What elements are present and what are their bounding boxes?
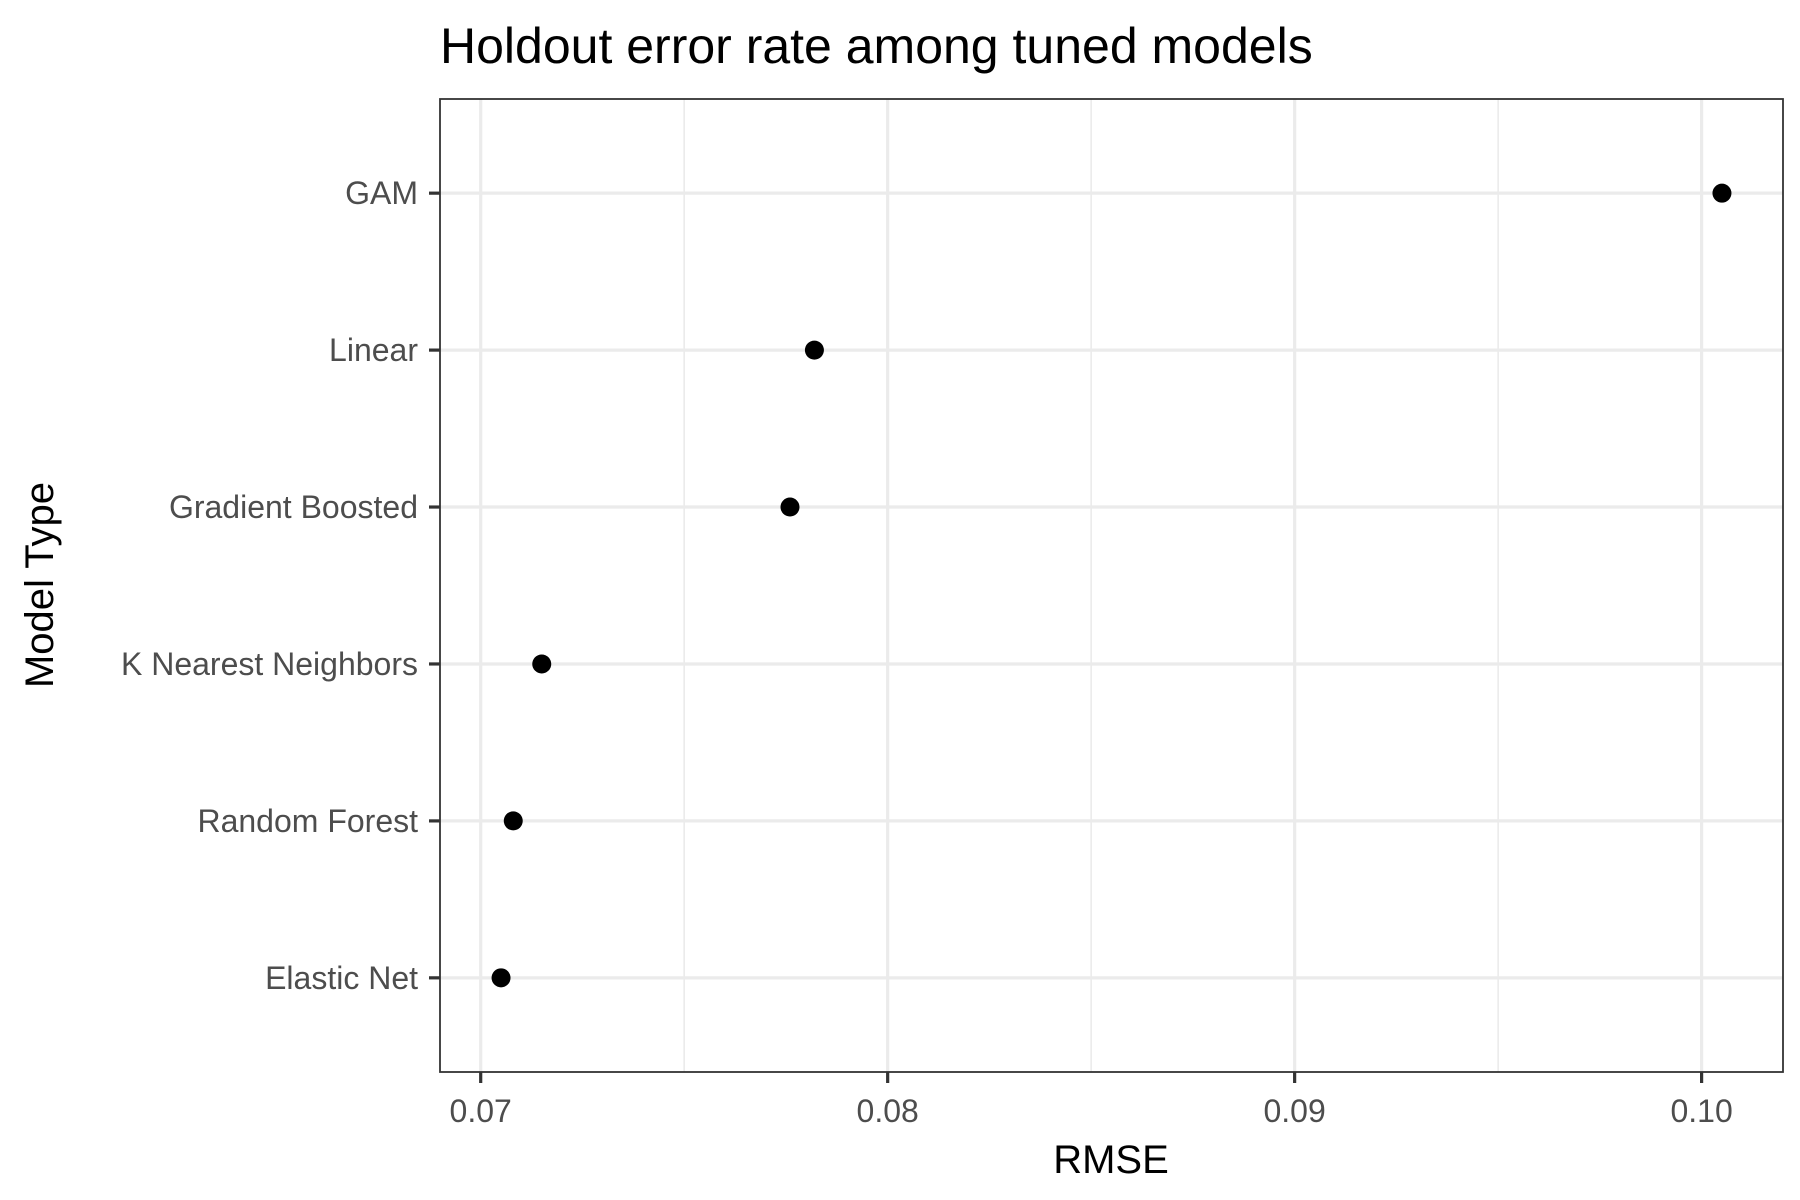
x-axis-title: RMSE	[1053, 1138, 1169, 1182]
data-point	[780, 497, 800, 517]
y-tick-label: Gradient Boosted	[169, 489, 418, 525]
data-point	[503, 811, 523, 831]
y-tick-label: K Nearest Neighbors	[121, 646, 418, 682]
y-tick-label: Random Forest	[197, 803, 418, 839]
y-axis: GAM Linear Gradient Boosted K Nearest Neigh…	[121, 175, 440, 996]
panel-background	[440, 99, 1783, 1072]
plot-panel	[439, 98, 1784, 1073]
chart-title: Holdout error rate among tuned models	[440, 18, 1313, 74]
x-tick-label: 0.10	[1670, 1093, 1732, 1129]
grid-layer	[440, 99, 1783, 1072]
x-axis: 0.07 0.08 0.09 0.10	[450, 1072, 1733, 1129]
points-layer	[491, 183, 1732, 988]
y-tick-label: GAM	[345, 175, 418, 211]
data-point	[1712, 183, 1732, 203]
data-point	[491, 968, 511, 988]
x-tick-label: 0.08	[857, 1093, 919, 1129]
x-tick-label: 0.09	[1263, 1093, 1325, 1129]
data-point	[532, 654, 552, 674]
y-tick-label: Linear	[329, 332, 418, 368]
panel-border	[439, 98, 1784, 1073]
data-point	[804, 340, 824, 360]
x-tick-label: 0.07	[450, 1093, 512, 1129]
y-axis-title: Model Type	[18, 482, 62, 688]
y-tick-label: Elastic Net	[265, 960, 418, 996]
